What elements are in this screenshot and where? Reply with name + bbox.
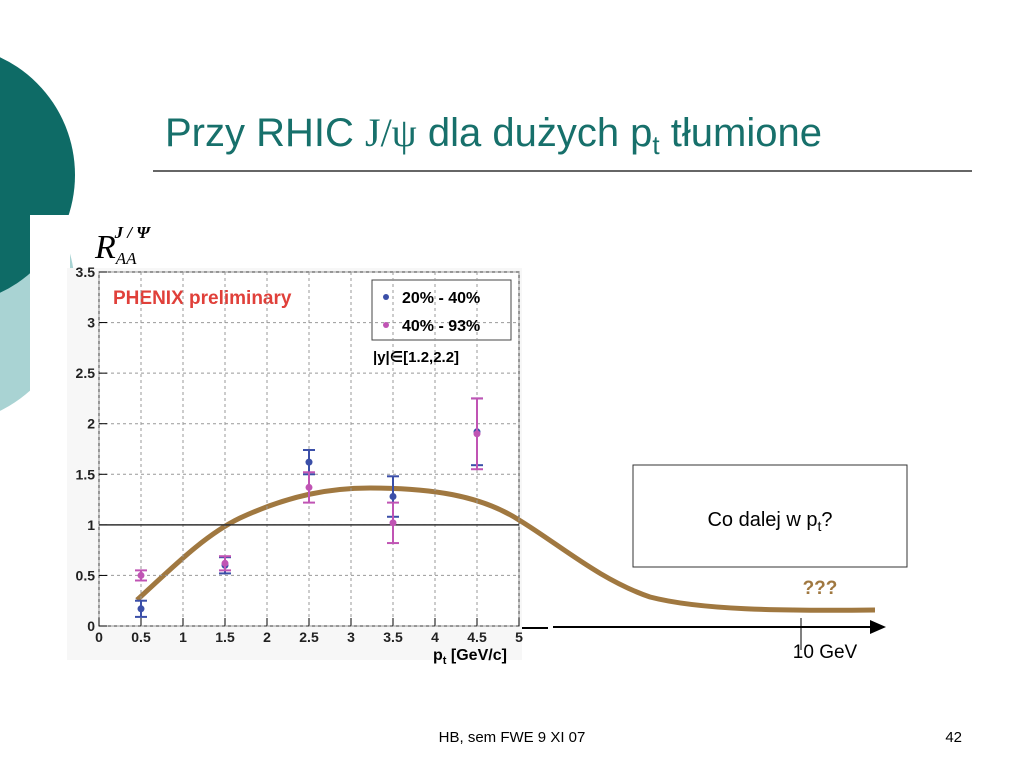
- y-tick-label: 0.5: [76, 567, 96, 583]
- legend-label: 40% - 93%: [402, 318, 480, 335]
- data-point: [305, 483, 313, 491]
- y-tick-label: 1: [87, 517, 95, 533]
- x-tick-label: 0.5: [131, 629, 151, 645]
- arrowhead: [870, 620, 886, 634]
- data-point: [305, 458, 313, 466]
- box-part: ?: [821, 509, 832, 531]
- question-note: ???: [803, 578, 838, 599]
- sketch-curve: [135, 485, 876, 613]
- slide-title: Przy RHIC J/ψ dla dużych pt tłumione: [165, 110, 822, 160]
- title-part: tłumione: [660, 111, 822, 155]
- legend-label: 20% - 40%: [402, 290, 480, 307]
- y-tick-label: 3: [87, 315, 95, 331]
- y-axis-label: RAA J / Ψ: [94, 223, 151, 268]
- data-point: [137, 605, 145, 613]
- x-tick-label: 3: [347, 629, 355, 645]
- label-part: [GeV/c]: [446, 647, 506, 664]
- y-tick-label: 2: [87, 416, 95, 432]
- legend: [371, 279, 512, 341]
- x-axis-label: pt [GeV/c]: [433, 647, 507, 667]
- x-tick-label: 5: [515, 629, 523, 645]
- y-tick-label: 1.5: [76, 466, 96, 482]
- legend-marker: [383, 322, 389, 328]
- x-tick-label: 4.5: [467, 629, 487, 645]
- y-tick-label: 2.5: [76, 365, 96, 381]
- label-part: AA: [115, 249, 137, 268]
- x-tick-label: 3.5: [383, 629, 403, 645]
- annotation: |y|∈[1.2,2.2]: [373, 349, 459, 366]
- y-tick-label: 0: [87, 618, 95, 634]
- x-tick-label: 1: [179, 629, 187, 645]
- decor-mask: [30, 215, 70, 415]
- y-tick-label: 3.5: [76, 264, 96, 280]
- page-number: 42: [945, 729, 962, 746]
- x-tick-label: 4: [431, 629, 439, 645]
- box-part: t: [818, 518, 822, 534]
- box-text: Co dalej w pt?: [707, 509, 832, 534]
- data-point: [389, 493, 397, 501]
- data-point: [137, 571, 145, 579]
- data-point: [389, 519, 397, 527]
- x-tick-label: 2.5: [299, 629, 319, 645]
- title-part: t: [652, 130, 660, 160]
- axis-note: 10 GeV: [793, 642, 858, 663]
- data-point: [473, 430, 481, 438]
- title-part: Przy RHIC: [165, 111, 365, 155]
- annotation: PHENIX preliminary: [113, 288, 292, 309]
- label-part: J / Ψ: [114, 223, 152, 242]
- data-point: [221, 559, 229, 567]
- x-tick-label: 1.5: [215, 629, 235, 645]
- label-part: R: [94, 229, 116, 266]
- title-part: dla dużych p: [417, 111, 653, 155]
- label-part: p: [433, 647, 443, 664]
- x-tick-label: 0: [95, 629, 103, 645]
- footer: HB, sem FWE 9 XI 07: [439, 729, 586, 746]
- title-part: J/ψ: [365, 110, 417, 155]
- text-box: [632, 464, 908, 568]
- legend-marker: [383, 294, 389, 300]
- label-part: t: [443, 655, 447, 667]
- x-tick-label: 2: [263, 629, 271, 645]
- box-part: Co dalej w p: [707, 509, 817, 531]
